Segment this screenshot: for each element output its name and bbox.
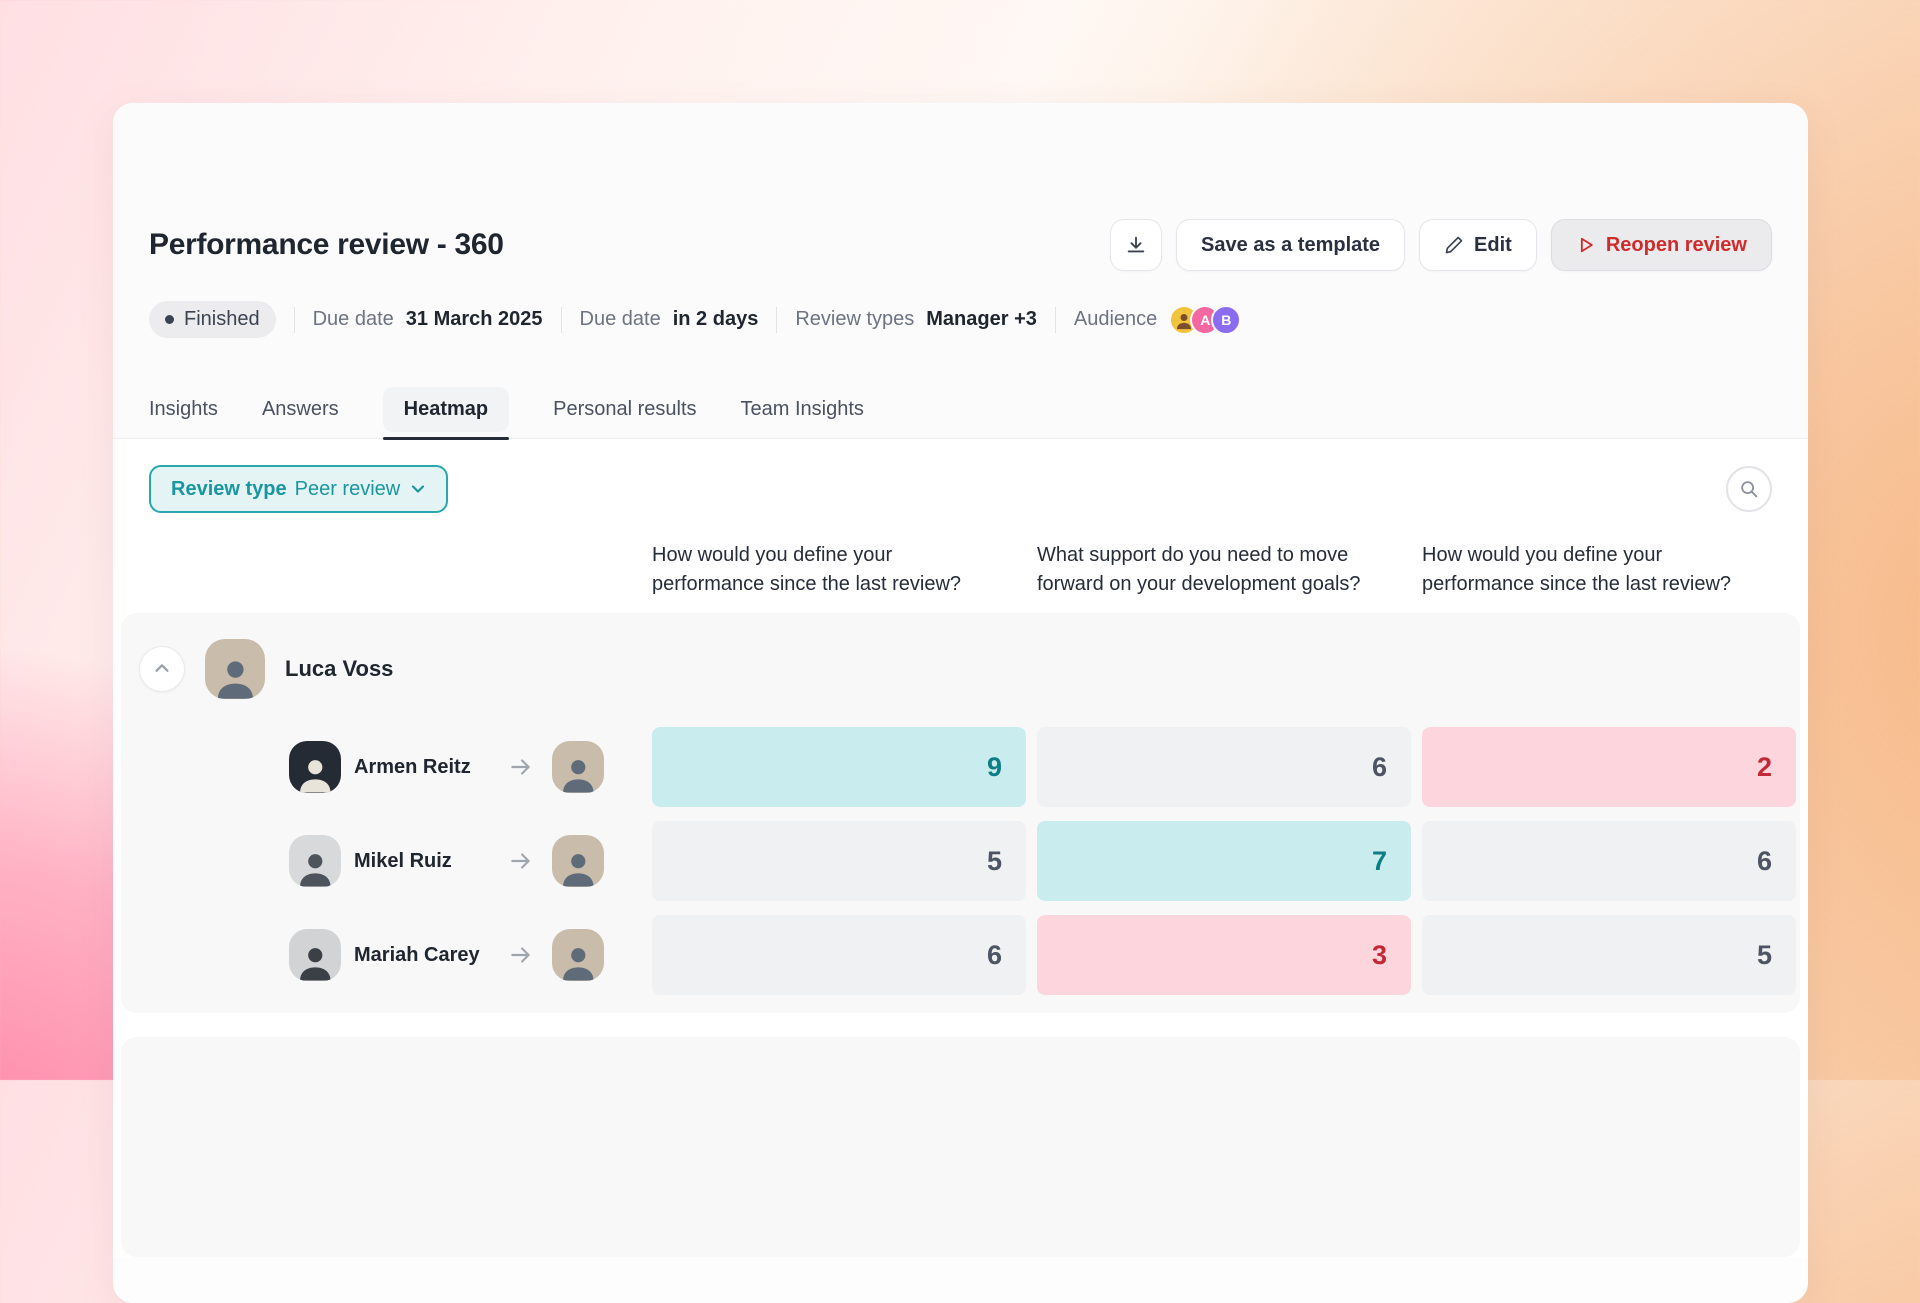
download-button[interactable] [1110,219,1163,271]
heatmap-section: Review type Peer review How would you de… [113,439,1808,1257]
score-value: 5 [1756,939,1772,970]
audience-label: Audience [1073,308,1158,330]
due-in-value: in 2 days [672,308,759,330]
save-as-template-button[interactable]: Save as a template [1176,219,1406,271]
tab-answers[interactable]: Answers [261,397,339,420]
arrow-right-icon [504,942,538,968]
tab-insights[interactable]: Insights [149,397,218,420]
score-value: 9 [986,751,1002,782]
reopen-review-label: Reopen review [1605,233,1747,256]
score-cell[interactable]: 6 [1422,821,1796,901]
meta-divider [293,306,295,333]
reviewer-cell: Armen Reitz [121,741,641,793]
status-dot-icon [165,315,174,324]
score-cell[interactable]: 6 [652,915,1026,995]
score-cell[interactable]: 5 [1422,915,1796,995]
tab-personal-results[interactable]: Personal results [553,397,697,420]
chevron-down-icon [408,479,428,499]
score-cell[interactable]: 5 [652,821,1026,901]
score-value: 2 [1756,751,1772,782]
reviewer-avatar [289,835,341,887]
status-badge: Finished [149,301,276,338]
table-row: Mariah Carey 6 3 5 [121,915,1800,995]
table-row: Armen Reitz 9 6 2 [121,727,1800,807]
search-icon [1738,478,1760,500]
reviewer-cell: Mikel Ruiz [121,835,641,887]
questions-spacer [121,541,641,599]
due-date-label: Due date [312,308,394,330]
heatmap-rows: Armen Reitz 9 6 2 [121,727,1800,995]
filter-label: Review type [171,477,287,500]
group-header: Luca Voss [121,613,1800,699]
arrow-right-icon [504,848,538,874]
status-label: Finished [184,308,260,330]
search-button[interactable] [1726,466,1772,512]
next-group-section [121,1037,1800,1257]
question-column-1: How would you define your performance si… [652,544,962,595]
review-type-filter[interactable]: Review type Peer review [149,465,449,513]
score-value: 5 [986,845,1002,876]
reviewee-group: Luca Voss Armen Reitz [121,613,1800,1013]
score-value: 7 [1371,845,1387,876]
card-header: Performance review - 360 Save as a templ… [113,103,1808,440]
meta-divider [1054,306,1056,333]
heatmap-toolbar: Review type Peer review [121,439,1800,513]
review-types-label: Review types [795,308,915,330]
tab-bar: Insights Answers Heatmap Personal result… [149,380,1772,440]
filter-value: Peer review [294,477,401,500]
reviewer-name: Mikel Ruiz [354,849,452,872]
collapse-group-button[interactable] [139,646,185,692]
score-cell[interactable]: 2 [1422,727,1796,807]
tab-team-insights[interactable]: Team Insights [740,397,864,420]
edit-button[interactable]: Edit [1419,219,1537,271]
audience-avatars[interactable]: A B [1169,304,1242,335]
target-avatar [552,741,604,793]
review-types-item: Review types Manager +3 [795,308,1037,331]
table-row: Mikel Ruiz 5 7 6 [121,821,1800,901]
questions-header: How would you define your performance si… [121,541,1800,613]
reviewer-avatar [289,741,341,793]
review-card: Performance review - 360 Save as a templ… [113,103,1808,1303]
target-avatar [552,835,604,887]
score-value: 6 [1756,845,1772,876]
reviewee-avatar [205,639,265,699]
download-icon [1125,234,1147,256]
question-column-3: How would you define your performance si… [1422,544,1732,595]
score-cell[interactable]: 9 [652,727,1026,807]
reviewer-name: Armen Reitz [354,755,471,778]
meta-divider [776,306,778,333]
score-cell[interactable]: 7 [1037,821,1411,901]
play-icon [1576,235,1596,255]
review-types-value: Manager +3 [926,308,1037,330]
meta-divider [560,306,562,333]
question-column-2: What support do you need to move forward… [1037,544,1361,595]
target-avatar [552,929,604,981]
reviewee-name: Luca Voss [285,656,394,681]
reviewer-avatar [289,929,341,981]
meta-row: Finished Due date 31 March 2025 Due date… [149,301,1772,338]
reviewer-cell: Mariah Carey [121,929,641,981]
score-cell[interactable]: 3 [1037,915,1411,995]
due-date-value: 31 March 2025 [405,308,543,330]
score-value: 6 [1371,751,1387,782]
pencil-icon [1444,235,1464,255]
save-as-template-label: Save as a template [1201,233,1381,256]
audience-avatar-b: B [1211,304,1242,335]
audience-item: Audience A B [1073,304,1242,335]
chevron-up-icon [151,658,173,680]
score-value: 6 [986,939,1002,970]
reopen-review-button[interactable]: Reopen review [1550,219,1772,271]
score-cell[interactable]: 6 [1037,727,1411,807]
page-title: Performance review - 360 [149,228,504,261]
arrow-right-icon [504,754,538,780]
header-actions: Save as a template Edit Reopen review [1110,219,1772,271]
tab-heatmap[interactable]: Heatmap [382,386,510,440]
reviewer-name: Mariah Carey [354,943,480,966]
due-in-item: Due date in 2 days [580,308,759,331]
edit-label: Edit [1474,233,1512,256]
score-value: 3 [1371,939,1387,970]
due-in-label: Due date [579,308,661,330]
due-date-item: Due date 31 March 2025 [313,308,543,331]
